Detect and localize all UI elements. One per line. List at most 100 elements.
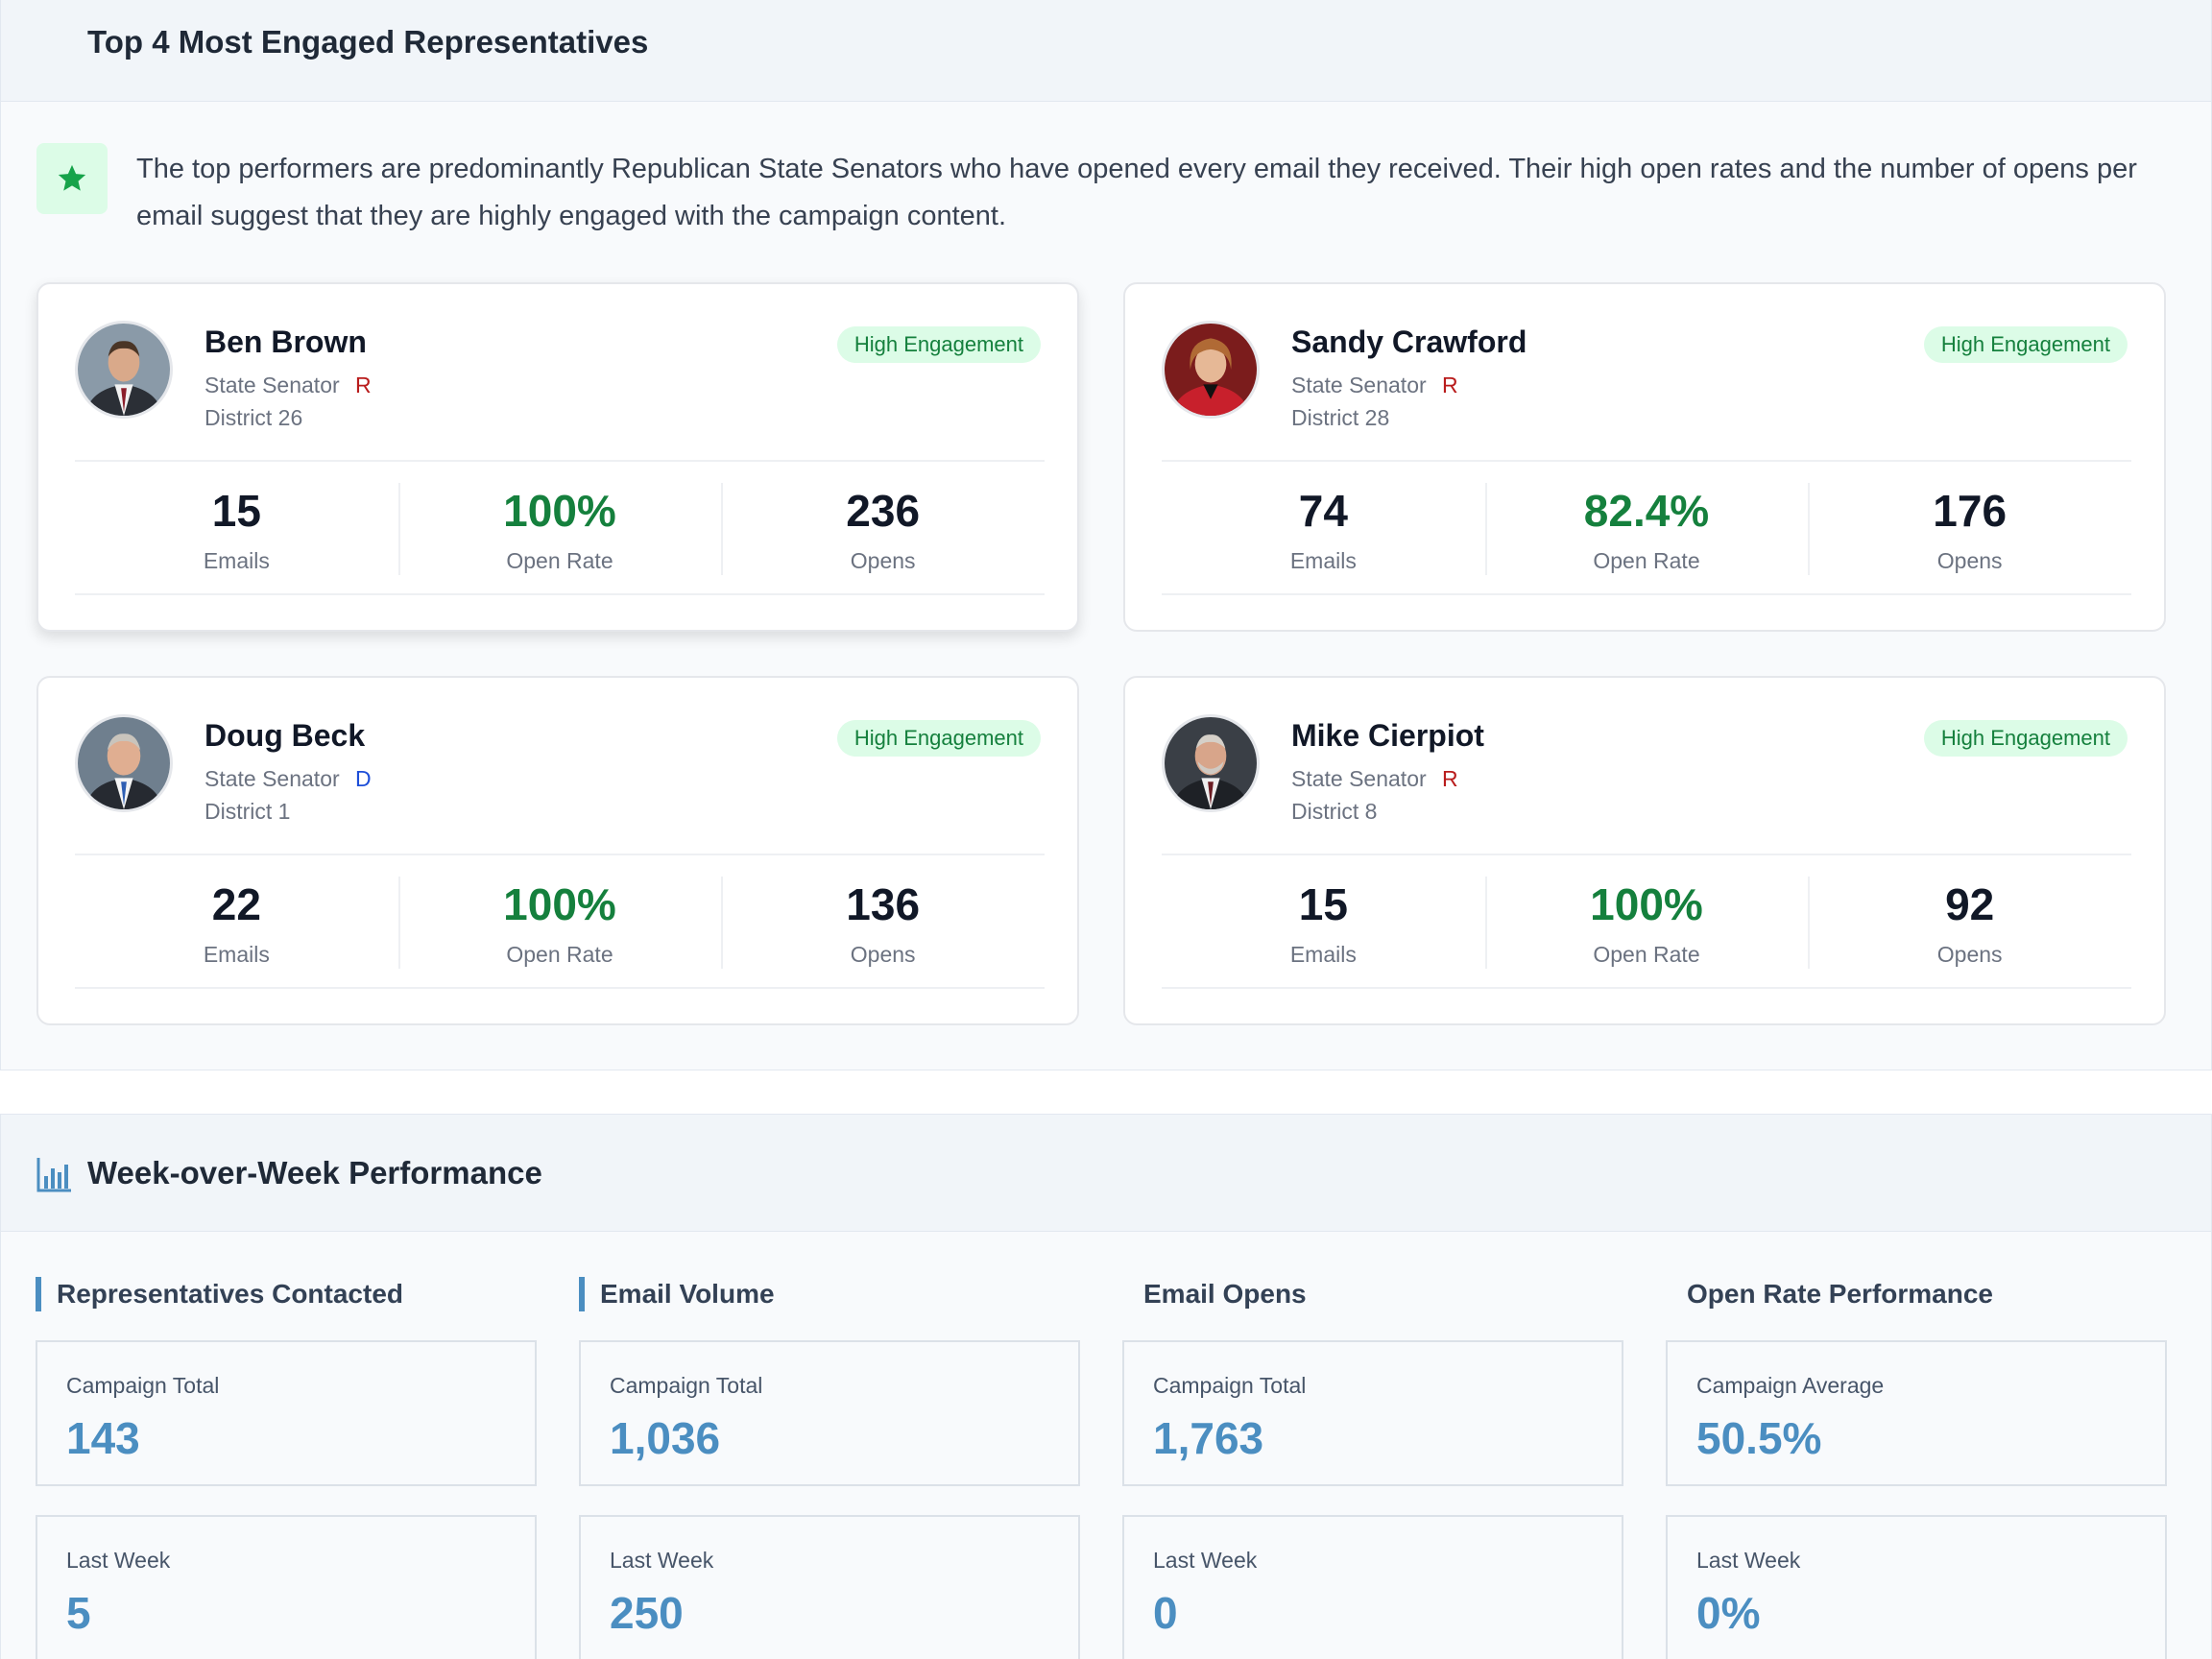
stat-label: Open Rate bbox=[1593, 942, 1700, 967]
rep-name: Ben Brown bbox=[204, 325, 367, 359]
engagement-badge: High Engagement bbox=[836, 720, 1041, 757]
rep-district: District 1 bbox=[204, 799, 291, 824]
metric-heading: Open Rate Performance bbox=[1687, 1279, 1993, 1309]
stat-emails: 15 Emails bbox=[75, 462, 398, 593]
metric-value: 143 bbox=[66, 1413, 140, 1463]
metric-heading: Email Opens bbox=[1143, 1279, 1307, 1309]
stat-emails: 74 Emails bbox=[1162, 462, 1485, 593]
metric-card-last-week: Last Week 0 bbox=[1122, 1515, 1623, 1659]
rep-name: Doug Beck bbox=[204, 718, 366, 753]
metric-card-last-week: Last Week 250 bbox=[579, 1515, 1080, 1659]
metric-value: 250 bbox=[610, 1588, 684, 1638]
metric-value: 50.5% bbox=[1696, 1413, 1822, 1463]
metric-label: Campaign Total bbox=[66, 1373, 220, 1398]
metric-label: Campaign Total bbox=[1153, 1373, 1307, 1398]
stat-value: 100% bbox=[503, 879, 616, 929]
stat-opens: 176 Opens bbox=[1808, 462, 2131, 593]
metric-value: 1,036 bbox=[610, 1413, 721, 1463]
stat-value: 100% bbox=[503, 486, 616, 536]
stat-value: 74 bbox=[1298, 486, 1348, 536]
rep-card[interactable]: Sandy Crawford State Senator R District … bbox=[1123, 282, 2166, 632]
section-title: Top 4 Most Engaged Representatives bbox=[87, 24, 649, 60]
stat-opens: 136 Opens bbox=[721, 855, 1045, 987]
metric-label: Last Week bbox=[610, 1548, 714, 1573]
section-title: Week-over-Week Performance bbox=[87, 1155, 542, 1190]
metric-label: Last Week bbox=[66, 1548, 171, 1573]
rep-title: State Senator bbox=[204, 766, 340, 791]
metric-heading: Representatives Contacted bbox=[36, 1277, 403, 1311]
stat-label: Open Rate bbox=[1593, 548, 1700, 573]
stat-label: Emails bbox=[1289, 548, 1357, 573]
metric-card-total: Campaign Total 1,763 bbox=[1122, 1340, 1623, 1486]
rep-district: District 26 bbox=[204, 405, 303, 430]
metric-card-last-week: Last Week 0% bbox=[1666, 1515, 2167, 1659]
stat-label: Open Rate bbox=[506, 942, 613, 967]
stat-value: 176 bbox=[1933, 486, 2008, 536]
metric-card-total: Campaign Average 50.5% bbox=[1666, 1340, 2167, 1486]
avatar bbox=[1162, 714, 1260, 812]
stat-label: Emails bbox=[203, 942, 270, 967]
section-header: Week-over-Week Performance bbox=[1, 1115, 2211, 1232]
rep-stats: 15 Emails 100% Open Rate 92 Opens bbox=[1162, 854, 2131, 989]
rep-stats: 22 Emails 100% Open Rate 136 Opens bbox=[75, 854, 1045, 989]
engagement-badge: High Engagement bbox=[836, 326, 1041, 363]
stat-label: Opens bbox=[850, 942, 916, 967]
stat-label: Opens bbox=[850, 548, 916, 573]
avatar bbox=[75, 714, 173, 812]
rep-card[interactable]: Mike Cierpiot State Senator R District 8… bbox=[1123, 676, 2166, 1025]
rep-card[interactable]: Ben Brown State Senator R District 26 Hi… bbox=[36, 282, 1079, 632]
stat-open-rate: 100% Open Rate bbox=[397, 462, 722, 593]
rep-title: State Senator bbox=[1291, 766, 1427, 791]
metric-label: Last Week bbox=[1153, 1548, 1258, 1573]
rep-title: State Senator bbox=[204, 373, 340, 397]
rep-stats: 15 Emails 100% Open Rate 236 Opens bbox=[75, 460, 1045, 595]
stat-label: Emails bbox=[203, 548, 270, 573]
stat-label: Opens bbox=[1936, 942, 2003, 967]
rep-title: State Senator bbox=[1291, 373, 1427, 397]
stat-value: 100% bbox=[1590, 879, 1703, 929]
stat-label: Open Rate bbox=[506, 548, 613, 573]
top-engaged-section: Top 4 Most Engaged Representatives The t… bbox=[0, 0, 2212, 1070]
metric-card-total: Campaign Total 1,036 bbox=[579, 1340, 1080, 1486]
party-badge: D bbox=[355, 766, 372, 791]
metric-label: Campaign Total bbox=[610, 1373, 763, 1398]
stat-open-rate: 100% Open Rate bbox=[397, 855, 722, 987]
metric-heading: Email Volume bbox=[579, 1277, 775, 1311]
stat-emails: 22 Emails bbox=[75, 855, 398, 987]
stat-value: 15 bbox=[211, 486, 261, 536]
stat-value: 82.4% bbox=[1583, 486, 1710, 536]
metric-value: 0% bbox=[1696, 1588, 1761, 1638]
rep-name: Sandy Crawford bbox=[1291, 325, 1527, 359]
stat-open-rate: 100% Open Rate bbox=[1484, 855, 1809, 987]
stat-opens: 92 Opens bbox=[1808, 855, 2131, 987]
metric-card-last-week: Last Week 5 bbox=[36, 1515, 537, 1659]
metric-label: Campaign Average bbox=[1696, 1373, 1885, 1398]
rep-stats: 74 Emails 82.4% Open Rate 176 Opens bbox=[1162, 460, 2131, 595]
party-badge: R bbox=[355, 373, 372, 397]
stat-label: Opens bbox=[1936, 548, 2003, 573]
stat-opens: 236 Opens bbox=[721, 462, 1045, 593]
metric-label: Last Week bbox=[1696, 1548, 1801, 1573]
stat-value: 236 bbox=[846, 486, 921, 536]
insight-text: The top performers are predominantly Rep… bbox=[136, 154, 2137, 231]
metric-value: 5 bbox=[66, 1588, 91, 1638]
rep-district: District 28 bbox=[1291, 405, 1390, 430]
metric-value: 1,763 bbox=[1153, 1413, 1264, 1463]
section-header: Top 4 Most Engaged Representatives bbox=[1, 0, 2211, 102]
stat-value: 92 bbox=[1945, 879, 1995, 929]
stat-label: Emails bbox=[1289, 942, 1357, 967]
star-icon bbox=[36, 143, 108, 214]
party-badge: R bbox=[1442, 766, 1458, 791]
metric-card-total: Campaign Total 143 bbox=[36, 1340, 537, 1486]
avatar bbox=[1162, 321, 1260, 419]
rep-name: Mike Cierpiot bbox=[1291, 718, 1484, 753]
rep-card[interactable]: Doug Beck State Senator D District 1 Hig… bbox=[36, 676, 1079, 1025]
metric-value: 0 bbox=[1153, 1588, 1178, 1638]
rep-district: District 8 bbox=[1291, 799, 1378, 824]
engagement-badge: High Engagement bbox=[1923, 326, 2128, 363]
stat-value: 22 bbox=[211, 879, 261, 929]
stat-value: 136 bbox=[846, 879, 921, 929]
avatar bbox=[75, 321, 173, 419]
engagement-badge: High Engagement bbox=[1923, 720, 2128, 757]
stat-open-rate: 82.4% Open Rate bbox=[1484, 462, 1809, 593]
